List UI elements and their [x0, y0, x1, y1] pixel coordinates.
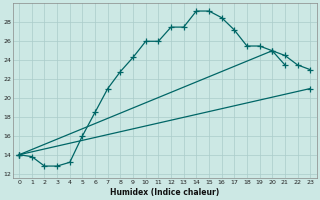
- X-axis label: Humidex (Indice chaleur): Humidex (Indice chaleur): [110, 188, 219, 197]
